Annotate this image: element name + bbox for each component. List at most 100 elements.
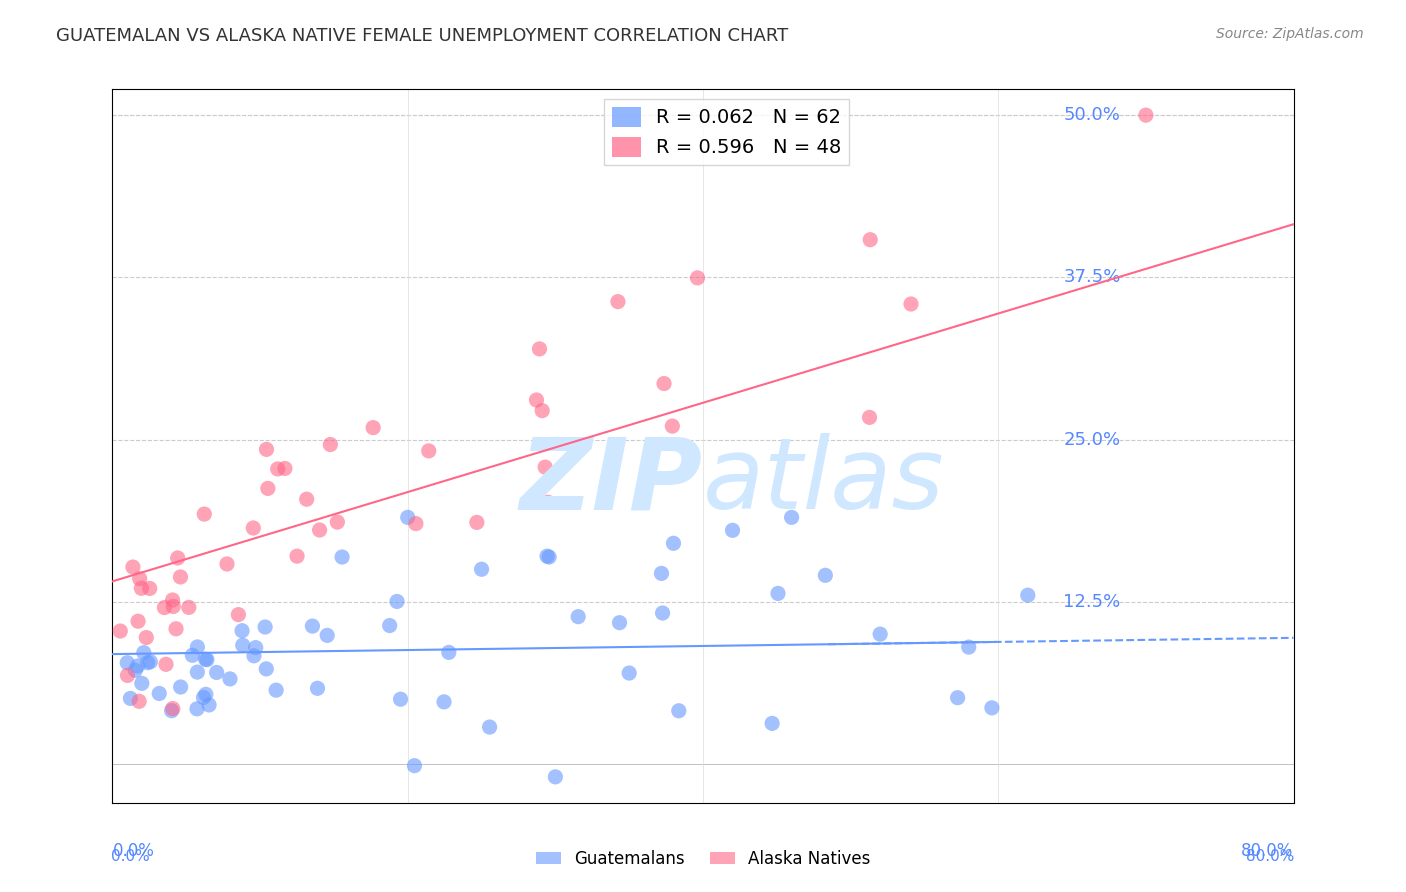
Alaska Natives <box>900 297 922 311</box>
Guatemalans <box>957 640 980 654</box>
Alaska Natives <box>117 668 139 682</box>
Alaska Natives <box>256 442 278 457</box>
Guatemalans <box>470 562 494 576</box>
Guatemalans <box>205 665 228 680</box>
Guatemalans <box>232 638 254 652</box>
Guatemalans <box>567 609 589 624</box>
Guatemalans <box>120 691 142 706</box>
Alaska Natives <box>155 657 177 672</box>
Alaska Natives <box>165 622 187 636</box>
Alaska Natives <box>110 624 132 638</box>
Alaska Natives <box>661 419 683 434</box>
Guatemalans <box>243 648 266 663</box>
Guatemalans <box>437 645 460 659</box>
Guatemalans <box>186 702 208 716</box>
Guatemalans <box>254 662 277 676</box>
Alaska Natives <box>162 599 184 614</box>
Alaska Natives <box>652 376 675 391</box>
Guatemalans <box>139 655 162 669</box>
Guatemalans <box>946 690 969 705</box>
Guatemalans <box>124 663 146 677</box>
Text: 12.5%: 12.5% <box>1063 592 1121 611</box>
Guatemalans <box>148 686 170 700</box>
Text: 50.0%: 50.0% <box>1063 106 1121 124</box>
Guatemalans <box>478 720 501 734</box>
Text: 80.0%: 80.0% <box>1246 849 1295 864</box>
Guatemalans <box>117 656 139 670</box>
Alaska Natives <box>193 507 215 521</box>
Guatemalans <box>761 716 783 731</box>
Alaska Natives <box>169 570 191 584</box>
Alaska Natives <box>215 557 238 571</box>
Alaska Natives <box>153 600 176 615</box>
Guatemalans <box>1017 588 1039 602</box>
Text: 37.5%: 37.5% <box>1063 268 1121 286</box>
Alaska Natives <box>162 701 184 715</box>
Guatemalans <box>198 698 221 712</box>
Alaska Natives <box>242 521 264 535</box>
Guatemalans <box>160 704 183 718</box>
Guatemalans <box>721 524 744 538</box>
Alaska Natives <box>858 410 880 425</box>
Guatemalans <box>193 690 215 705</box>
Guatemalans <box>609 615 631 630</box>
Alaska Natives <box>465 516 488 530</box>
Alaska Natives <box>228 607 250 622</box>
Alaska Natives <box>1135 108 1157 122</box>
Text: 0.0%: 0.0% <box>112 842 155 860</box>
Alaska Natives <box>274 461 297 475</box>
Alaska Natives <box>418 443 440 458</box>
Alaska Natives <box>326 515 349 529</box>
Guatemalans <box>780 510 803 524</box>
Guatemalans <box>131 676 153 690</box>
Guatemalans <box>433 695 456 709</box>
Alaska Natives <box>138 582 160 596</box>
Guatemalans <box>404 758 426 772</box>
Alaska Natives <box>361 420 384 434</box>
Guatemalans <box>668 704 690 718</box>
Guatemalans <box>264 683 287 698</box>
Alaska Natives <box>256 482 278 496</box>
Alaska Natives <box>131 582 153 596</box>
Guatemalans <box>307 681 329 696</box>
Alaska Natives <box>537 495 560 509</box>
Guatemalans <box>132 646 155 660</box>
Alaska Natives <box>534 460 557 475</box>
Guatemalans <box>186 665 208 679</box>
Guatemalans <box>980 701 1002 715</box>
Guatemalans <box>662 536 685 550</box>
Guatemalans <box>766 586 789 600</box>
Guatemalans <box>195 653 218 667</box>
Text: 25.0%: 25.0% <box>1063 431 1121 449</box>
Text: 80.0%: 80.0% <box>1241 842 1294 860</box>
Guatemalans <box>385 594 408 608</box>
Guatemalans <box>254 620 277 634</box>
Guatemalans <box>231 624 253 638</box>
Guatemalans <box>186 640 208 654</box>
Alaska Natives <box>135 631 157 645</box>
Guatemalans <box>127 659 149 673</box>
Alaska Natives <box>128 694 150 708</box>
Alaska Natives <box>267 462 290 476</box>
Legend: R = 0.062   N = 62, R = 0.596   N = 48: R = 0.062 N = 62, R = 0.596 N = 48 <box>603 99 849 165</box>
Guatemalans <box>169 680 191 694</box>
Alaska Natives <box>405 516 427 531</box>
Guatemalans <box>651 606 673 620</box>
Alaska Natives <box>166 551 188 566</box>
Text: Source: ZipAtlas.com: Source: ZipAtlas.com <box>1216 27 1364 41</box>
Guatemalans <box>389 692 412 706</box>
Text: atlas: atlas <box>703 434 945 530</box>
Guatemalans <box>316 628 339 642</box>
Text: 0.0%: 0.0% <box>111 849 150 864</box>
Guatemalans <box>194 687 217 701</box>
Alaska Natives <box>127 614 149 628</box>
Alaska Natives <box>162 593 184 607</box>
Alaska Natives <box>177 600 200 615</box>
Alaska Natives <box>128 572 150 586</box>
Alaska Natives <box>308 523 330 537</box>
Guatemalans <box>869 627 891 641</box>
Alaska Natives <box>686 271 709 285</box>
Alaska Natives <box>531 403 554 417</box>
Text: ZIP: ZIP <box>520 434 703 530</box>
Alaska Natives <box>606 294 628 309</box>
